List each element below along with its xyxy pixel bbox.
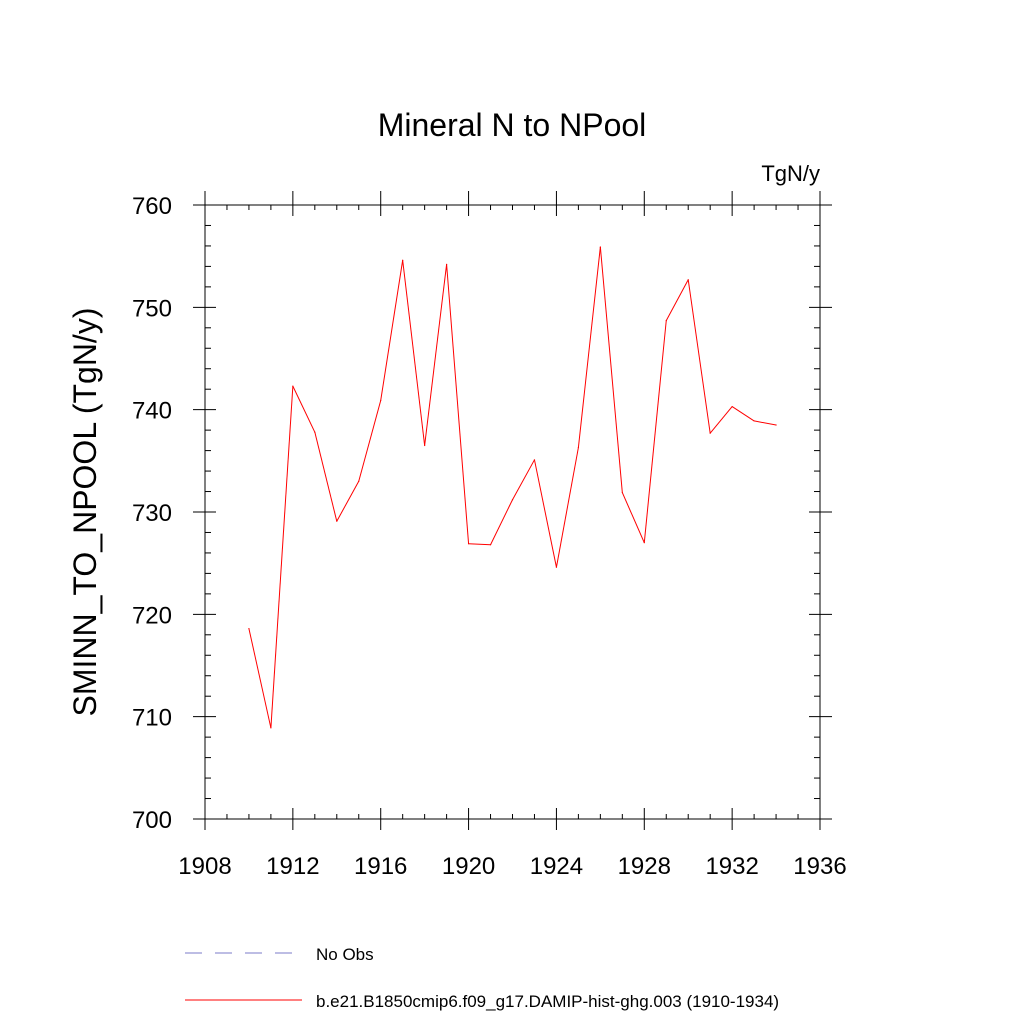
y-tick-label: 720: [132, 602, 172, 629]
tick-labels: 1908 1912 1916 1920 1924 1928 1932 1936 700 710 72…: [132, 193, 847, 880]
legend: No Obs b.e21.B1850cmip6.f09_g17.DAMIP-his…: [185, 945, 779, 1011]
data-point: [358, 480, 360, 482]
series-line-segment: [248, 628, 272, 729]
series-line-segment: [621, 492, 645, 543]
data-point: [292, 385, 294, 387]
y-tick-label: 750: [132, 295, 172, 322]
data-point: [775, 424, 777, 426]
series-line-segment: [687, 279, 711, 434]
series-line-segment: [709, 406, 733, 434]
series-line-segment: [402, 260, 426, 446]
data-point: [599, 246, 601, 248]
series-line-segment: [577, 246, 601, 448]
y-tick-label: 730: [132, 500, 172, 527]
legend-label: No Obs: [316, 945, 374, 964]
data-point: [753, 420, 755, 422]
data-point: [577, 446, 579, 449]
data-point: [314, 431, 316, 433]
series-line-segment: [424, 264, 448, 446]
series-line-segment: [292, 385, 316, 433]
series-line-segment: [446, 264, 470, 544]
data-point: [555, 566, 558, 568]
series-line-segment: [468, 543, 491, 546]
data-point: [467, 543, 470, 545]
x-tick-label: 1936: [793, 853, 846, 880]
series-line-segment: [270, 386, 294, 728]
data-point: [533, 459, 536, 461]
data-point: [424, 444, 426, 447]
data-point: [446, 263, 448, 265]
data-point: [665, 320, 667, 322]
data-point: [709, 432, 711, 434]
x-tick-label: 1924: [530, 853, 583, 880]
series: [248, 246, 777, 729]
plot-frame: [204, 204, 821, 820]
y-axis-label: SMINN_TO_NPOOL (TgN/y): [67, 308, 103, 717]
axis-ticks: [193, 191, 832, 830]
series-line-segment: [314, 432, 338, 522]
series-line-segment: [533, 459, 557, 568]
chart-title: Mineral N to NPool: [378, 107, 647, 143]
series-group: [248, 246, 777, 729]
data-point: [687, 279, 689, 281]
x-tick-label: 1920: [442, 853, 495, 880]
series-line-segment: [599, 246, 623, 493]
data-point: [336, 520, 338, 522]
data-point: [511, 499, 514, 501]
data-point: [248, 628, 250, 630]
legend-label: b.e21.B1850cmip6.f09_g17.DAMIP-hist-ghg.…: [316, 992, 779, 1011]
data-point: [643, 542, 645, 544]
y-tick-label: 710: [132, 705, 172, 732]
x-tick-label: 1908: [178, 853, 231, 880]
series-line-segment: [490, 499, 513, 545]
y-tick-label: 740: [132, 398, 172, 425]
y-tick-label: 700: [132, 807, 172, 834]
series-line-segment: [512, 459, 535, 500]
data-point: [270, 727, 272, 729]
series-line-segment: [336, 481, 360, 522]
series-line-segment: [358, 400, 382, 482]
series-line-segment: [754, 420, 777, 426]
data-point: [402, 259, 404, 261]
x-tick-label: 1916: [354, 853, 407, 880]
data-point: [731, 405, 733, 408]
series-line-segment: [731, 406, 755, 422]
series-line-segment: [555, 447, 579, 568]
series-line-segment: [380, 260, 404, 401]
data-point: [380, 399, 382, 402]
data-point: [621, 491, 623, 494]
data-point: [489, 544, 492, 546]
series-line-segment: [665, 279, 689, 321]
x-tick-label: 1932: [705, 853, 758, 880]
units-label: TgN/y: [761, 161, 820, 186]
x-tick-label: 1912: [266, 853, 319, 880]
x-tick-label: 1928: [618, 853, 671, 880]
series-line-segment: [643, 320, 667, 543]
y-tick-label: 760: [132, 193, 172, 220]
